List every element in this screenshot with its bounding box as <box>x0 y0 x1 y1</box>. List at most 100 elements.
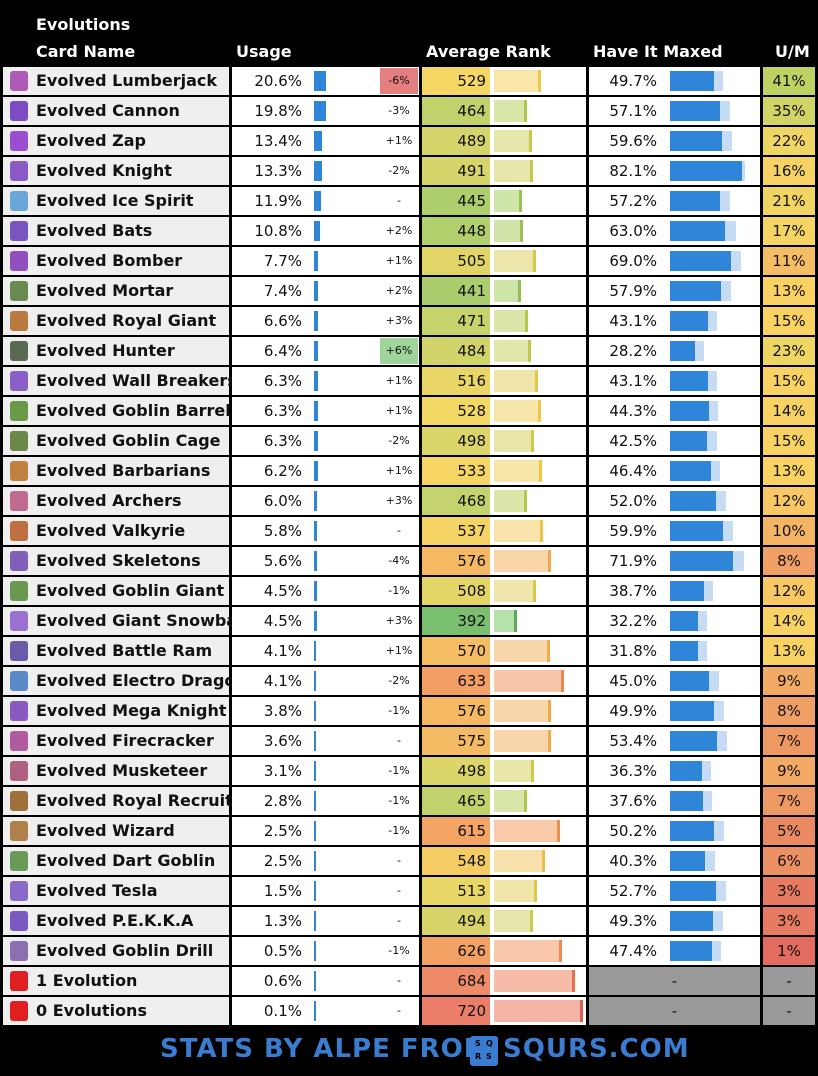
card-name-cell: Evolved Cannon <box>3 97 229 125</box>
col-header-maxed: Have It Maxed <box>593 42 723 61</box>
maxed-bar <box>670 401 709 421</box>
usage-bar <box>314 851 316 871</box>
usage-value: 4.5% <box>263 582 302 600</box>
um-cell: 9% <box>763 757 815 785</box>
avg-rank-cell: 484 <box>422 337 586 365</box>
avg-rank-bar-cap <box>514 610 517 632</box>
maxed-bar <box>670 341 695 361</box>
card-icon <box>10 1001 28 1021</box>
avg-rank-bar <box>494 160 530 182</box>
usage-value: 0.5% <box>263 942 302 960</box>
table-row: Evolved Archers 6.0% +3% 468 52.0% 12% <box>0 487 818 517</box>
avg-rank-bar <box>494 550 549 572</box>
um-value: 16% <box>772 162 806 180</box>
avg-rank-value: 570 <box>457 642 486 660</box>
usage-cell: 4.5% -1% <box>232 577 419 605</box>
card-name-cell: Evolved Royal Giant <box>3 307 229 335</box>
maxed-cell: 36.3% <box>589 757 760 785</box>
card-icon <box>10 221 28 241</box>
maxed-value: 59.6% <box>609 132 657 150</box>
card-name: Evolved Hunter <box>36 341 175 360</box>
um-value: 41% <box>772 72 806 90</box>
maxed-value: 57.1% <box>609 102 657 120</box>
maxed-cell: 52.0% <box>589 487 760 515</box>
um-cell: - <box>763 967 815 995</box>
table-row: 0 Evolutions 0.1% - 720 - - <box>0 997 818 1027</box>
card-name: 1 Evolution <box>36 971 138 990</box>
maxed-value: 46.4% <box>609 462 657 480</box>
um-value: - <box>786 972 792 990</box>
maxed-cell: 59.9% <box>589 517 760 545</box>
maxed-value: 43.1% <box>609 312 657 330</box>
card-name: Evolved Royal Giant <box>36 311 217 330</box>
maxed-bar <box>670 431 708 451</box>
maxed-bar <box>670 791 703 811</box>
maxed-value: 57.2% <box>609 192 657 210</box>
avg-rank-bar-cap <box>542 850 546 872</box>
usage-bar <box>314 911 316 931</box>
usage-change: - <box>397 524 401 537</box>
usage-value: 5.8% <box>263 522 302 540</box>
maxed-cell: - <box>589 967 760 995</box>
card-name-cell: Evolved Archers <box>3 487 229 515</box>
avg-rank-bar-cap <box>546 640 550 662</box>
maxed-bar <box>670 71 714 91</box>
maxed-bar <box>670 881 717 901</box>
maxed-value: 71.9% <box>609 552 657 570</box>
um-value: 22% <box>772 132 806 150</box>
card-name-cell: Evolved Musketeer <box>3 757 229 785</box>
um-cell: 5% <box>763 817 815 845</box>
card-name-cell: Evolved Zap <box>3 127 229 155</box>
avg-rank-bar-cap <box>531 760 535 782</box>
maxed-cell: 82.1% <box>589 157 760 185</box>
table-row: Evolved Royal Recruits 2.8% -1% 465 37.6% 7% <box>0 787 818 817</box>
maxed-bar <box>670 581 704 601</box>
um-cell: 13% <box>763 637 815 665</box>
usage-change: +1% <box>385 254 413 267</box>
avg-rank-bar <box>494 1000 580 1022</box>
table-row: Evolved Tesla 1.5% - 513 52.7% 3% <box>0 877 818 907</box>
usage-bar <box>314 941 316 961</box>
card-name: Evolved Mega Knight <box>36 701 227 720</box>
maxed-bar <box>670 131 723 151</box>
maxed-value: 63.0% <box>609 222 657 240</box>
usage-cell: 3.8% -1% <box>232 697 419 725</box>
card-name: Evolved Archers <box>36 491 182 510</box>
avg-rank-bar-cap <box>518 280 522 302</box>
usage-cell: 1.3% - <box>232 907 419 935</box>
avg-rank-value: 626 <box>457 942 486 960</box>
usage-cell: 5.6% -4% <box>232 547 419 575</box>
usage-change: -6% <box>380 68 418 94</box>
card-name: Evolved P.E.K.K.A <box>36 911 194 930</box>
maxed-value: 43.1% <box>609 372 657 390</box>
card-icon <box>10 851 28 871</box>
maxed-value: 37.6% <box>609 792 657 810</box>
um-cell: 14% <box>763 607 815 635</box>
avg-rank-bar-cap <box>539 520 543 542</box>
squrs-logo-icon: S Q R S <box>470 1036 498 1066</box>
card-icon <box>10 641 28 661</box>
table-row: Evolved Wizard 2.5% -1% 615 50.2% 5% <box>0 817 818 847</box>
usage-bar <box>314 281 319 301</box>
um-cell: 21% <box>763 187 815 215</box>
um-value: 7% <box>777 792 801 810</box>
avg-rank-bar-cap <box>529 130 533 152</box>
usage-value: 2.5% <box>263 852 302 870</box>
usage-bar <box>314 641 317 661</box>
card-name-cell: Evolved Skeletons <box>3 547 229 575</box>
usage-value: 0.6% <box>263 972 302 990</box>
usage-cell: 7.7% +1% <box>232 247 419 275</box>
usage-change: -2% <box>388 164 410 177</box>
card-name: Evolved Bats <box>36 221 153 240</box>
usage-change: +2% <box>385 224 413 237</box>
card-icon <box>10 101 28 121</box>
card-icon <box>10 611 28 631</box>
maxed-cell: 43.1% <box>589 307 760 335</box>
avg-rank-value: 633 <box>457 672 486 690</box>
avg-rank-bar <box>494 190 520 212</box>
usage-value: 11.9% <box>254 192 302 210</box>
card-name: Evolved Tesla <box>36 881 158 900</box>
maxed-bar <box>670 701 714 721</box>
avg-rank-bar <box>494 730 549 752</box>
um-cell: 3% <box>763 907 815 935</box>
